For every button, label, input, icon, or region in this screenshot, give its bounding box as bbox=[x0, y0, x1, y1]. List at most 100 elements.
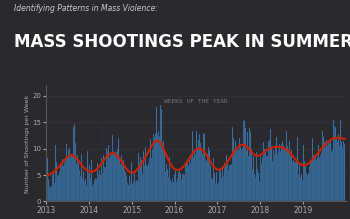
Bar bbox=[281, 144, 282, 201]
Bar bbox=[181, 179, 182, 201]
Text: MASS SHOOTINGS PEAK IN SUMMER: MASS SHOOTINGS PEAK IN SUMMER bbox=[14, 33, 350, 51]
Bar bbox=[97, 162, 98, 201]
Bar bbox=[294, 162, 295, 201]
Bar bbox=[286, 131, 287, 201]
Bar bbox=[273, 150, 274, 201]
Bar bbox=[180, 173, 181, 201]
Bar bbox=[260, 117, 261, 201]
Bar bbox=[109, 158, 110, 201]
Bar bbox=[114, 154, 115, 201]
Bar bbox=[305, 166, 306, 201]
Bar bbox=[309, 166, 310, 201]
Bar bbox=[142, 174, 143, 201]
Bar bbox=[119, 157, 120, 201]
Bar bbox=[94, 180, 95, 201]
Bar bbox=[82, 178, 83, 201]
Bar bbox=[166, 164, 167, 201]
Bar bbox=[101, 158, 102, 201]
Bar bbox=[209, 150, 210, 201]
Bar bbox=[246, 150, 247, 201]
Bar bbox=[233, 138, 234, 201]
Bar bbox=[236, 149, 237, 201]
Bar bbox=[297, 137, 298, 201]
Bar bbox=[319, 158, 320, 201]
Bar bbox=[145, 147, 146, 201]
Bar bbox=[148, 162, 149, 201]
Bar bbox=[219, 170, 220, 201]
Bar bbox=[325, 147, 326, 201]
Bar bbox=[190, 163, 191, 201]
Bar bbox=[323, 137, 324, 201]
Bar bbox=[274, 150, 275, 201]
Bar bbox=[163, 147, 164, 201]
Bar bbox=[237, 146, 238, 201]
Bar bbox=[98, 175, 99, 201]
Bar bbox=[160, 104, 161, 201]
Bar bbox=[185, 165, 186, 201]
Bar bbox=[69, 148, 70, 201]
Bar bbox=[226, 155, 227, 201]
Bar bbox=[174, 174, 175, 201]
Bar bbox=[55, 145, 56, 201]
Bar bbox=[245, 128, 246, 201]
Bar bbox=[298, 170, 299, 201]
Bar bbox=[188, 166, 189, 201]
Bar bbox=[48, 179, 49, 201]
Bar bbox=[121, 155, 122, 201]
Bar bbox=[83, 171, 84, 201]
Bar bbox=[251, 149, 252, 201]
Bar bbox=[167, 169, 168, 201]
Bar bbox=[301, 175, 302, 201]
Bar bbox=[248, 156, 249, 201]
Bar bbox=[223, 176, 224, 201]
Bar bbox=[195, 154, 196, 201]
Bar bbox=[228, 164, 229, 201]
Bar bbox=[310, 160, 311, 201]
Bar bbox=[177, 178, 178, 201]
Bar bbox=[256, 172, 257, 201]
Bar bbox=[277, 154, 278, 201]
Bar bbox=[213, 157, 214, 201]
Bar bbox=[125, 172, 126, 201]
Bar bbox=[282, 141, 283, 201]
Bar bbox=[139, 163, 140, 201]
Bar bbox=[70, 156, 71, 201]
Bar bbox=[261, 164, 262, 201]
Bar bbox=[132, 184, 133, 201]
Bar bbox=[179, 171, 180, 201]
Bar bbox=[304, 161, 305, 201]
Bar bbox=[66, 144, 67, 201]
Bar bbox=[116, 152, 117, 201]
Bar bbox=[128, 185, 129, 201]
Bar bbox=[288, 146, 289, 201]
Bar bbox=[155, 133, 156, 201]
Bar bbox=[337, 142, 338, 201]
Bar bbox=[79, 170, 80, 201]
Bar bbox=[90, 178, 91, 201]
Bar bbox=[231, 164, 232, 201]
Bar bbox=[278, 151, 279, 201]
Bar bbox=[314, 159, 315, 201]
Bar bbox=[61, 166, 62, 201]
Bar bbox=[307, 175, 308, 201]
Bar bbox=[215, 183, 216, 201]
Bar bbox=[47, 158, 48, 201]
Bar bbox=[329, 143, 330, 201]
Bar bbox=[133, 181, 134, 201]
Bar bbox=[143, 151, 144, 201]
Bar bbox=[157, 134, 158, 201]
Bar bbox=[287, 146, 288, 201]
Bar bbox=[120, 164, 121, 201]
Bar bbox=[169, 157, 170, 201]
Bar bbox=[127, 183, 128, 201]
Bar bbox=[308, 173, 309, 201]
Bar bbox=[303, 145, 304, 201]
Bar bbox=[52, 175, 53, 201]
Bar bbox=[62, 159, 63, 201]
Bar bbox=[135, 183, 137, 201]
Bar bbox=[227, 162, 228, 201]
Bar bbox=[118, 138, 119, 201]
Bar bbox=[168, 177, 169, 201]
Bar bbox=[344, 144, 345, 201]
Bar bbox=[84, 181, 85, 201]
